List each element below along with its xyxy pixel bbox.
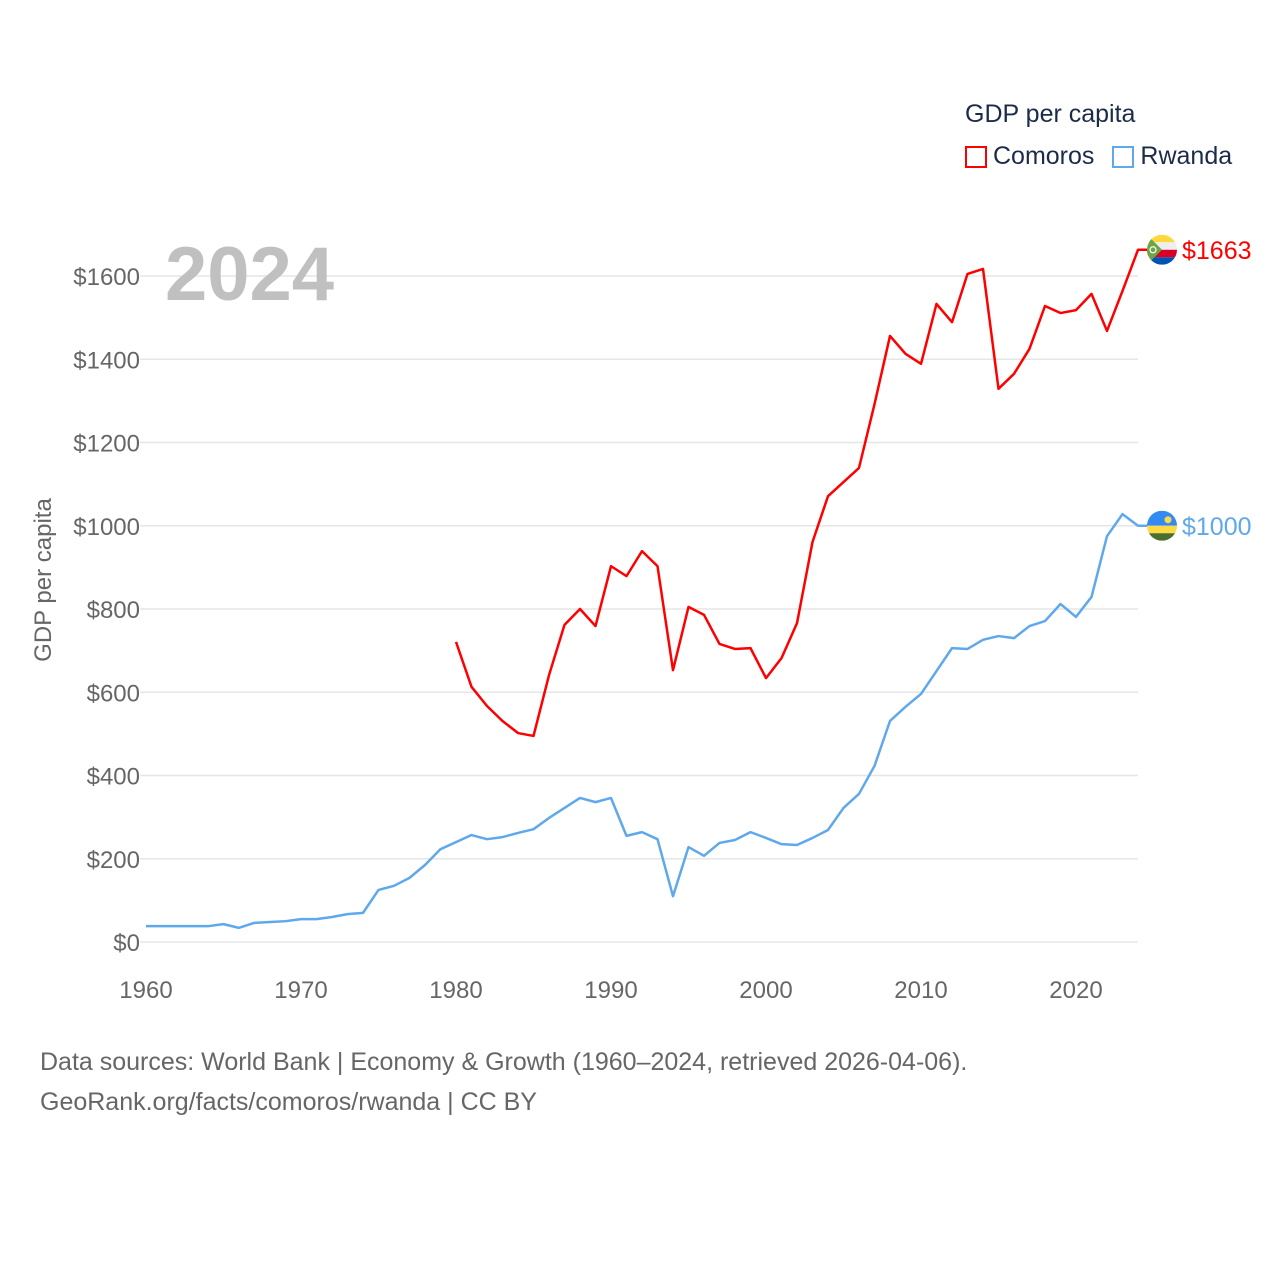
y-axis-label: GDP per capita <box>30 498 57 662</box>
legend: Comoros Rwanda <box>965 142 1232 171</box>
y-tick-label: $400 <box>87 764 140 791</box>
y-tick-label: $1600 <box>73 264 140 291</box>
comoros-flag-icon <box>1147 234 1177 265</box>
x-tick-label: 1990 <box>584 977 637 1004</box>
legend-item-rwanda[interactable]: Rwanda <box>1112 142 1232 171</box>
legend-label: Comoros <box>993 142 1095 170</box>
year-watermark: 2024 <box>165 232 334 317</box>
series-line-rwanda <box>146 512 1148 930</box>
y-tick-label: $600 <box>87 680 140 707</box>
y-tick-label: $1000 <box>73 514 140 541</box>
series-line-comoros <box>454 248 1148 738</box>
legend-title: GDP per capita <box>965 100 1136 128</box>
x-tick-label: 1960 <box>119 977 172 1004</box>
legend-swatch-rwanda <box>1112 145 1135 168</box>
x-tick-label: 1980 <box>429 977 482 1004</box>
y-tick-label: $0 <box>113 930 140 957</box>
footer-link[interactable]: GeoRank.org/facts/comoros/rwanda | CC BY <box>40 1088 537 1116</box>
footer-sources: Data sources: World Bank | Economy & Gro… <box>40 1048 968 1076</box>
y-tick-label: $1200 <box>73 431 140 458</box>
x-tick-label: 2010 <box>894 977 947 1004</box>
legend-item-comoros[interactable]: Comoros <box>965 142 1094 171</box>
x-tick-label: 1970 <box>274 977 327 1004</box>
legend-swatch-comoros <box>965 145 987 168</box>
end-value-label: $1663 <box>1182 237 1252 265</box>
footer: Data sources: World Bank | Economy & Gro… <box>40 1042 967 1122</box>
x-tick-label: 2020 <box>1049 977 1102 1004</box>
end-value-label: $1000 <box>1182 513 1252 541</box>
x-tick-label: 2000 <box>739 977 792 1004</box>
y-tick-label: $1400 <box>73 347 140 374</box>
rwanda-flag-icon <box>1147 510 1177 541</box>
y-tick-label: $800 <box>87 597 140 624</box>
legend-label: Rwanda <box>1140 142 1233 170</box>
y-tick-label: $200 <box>87 847 140 874</box>
